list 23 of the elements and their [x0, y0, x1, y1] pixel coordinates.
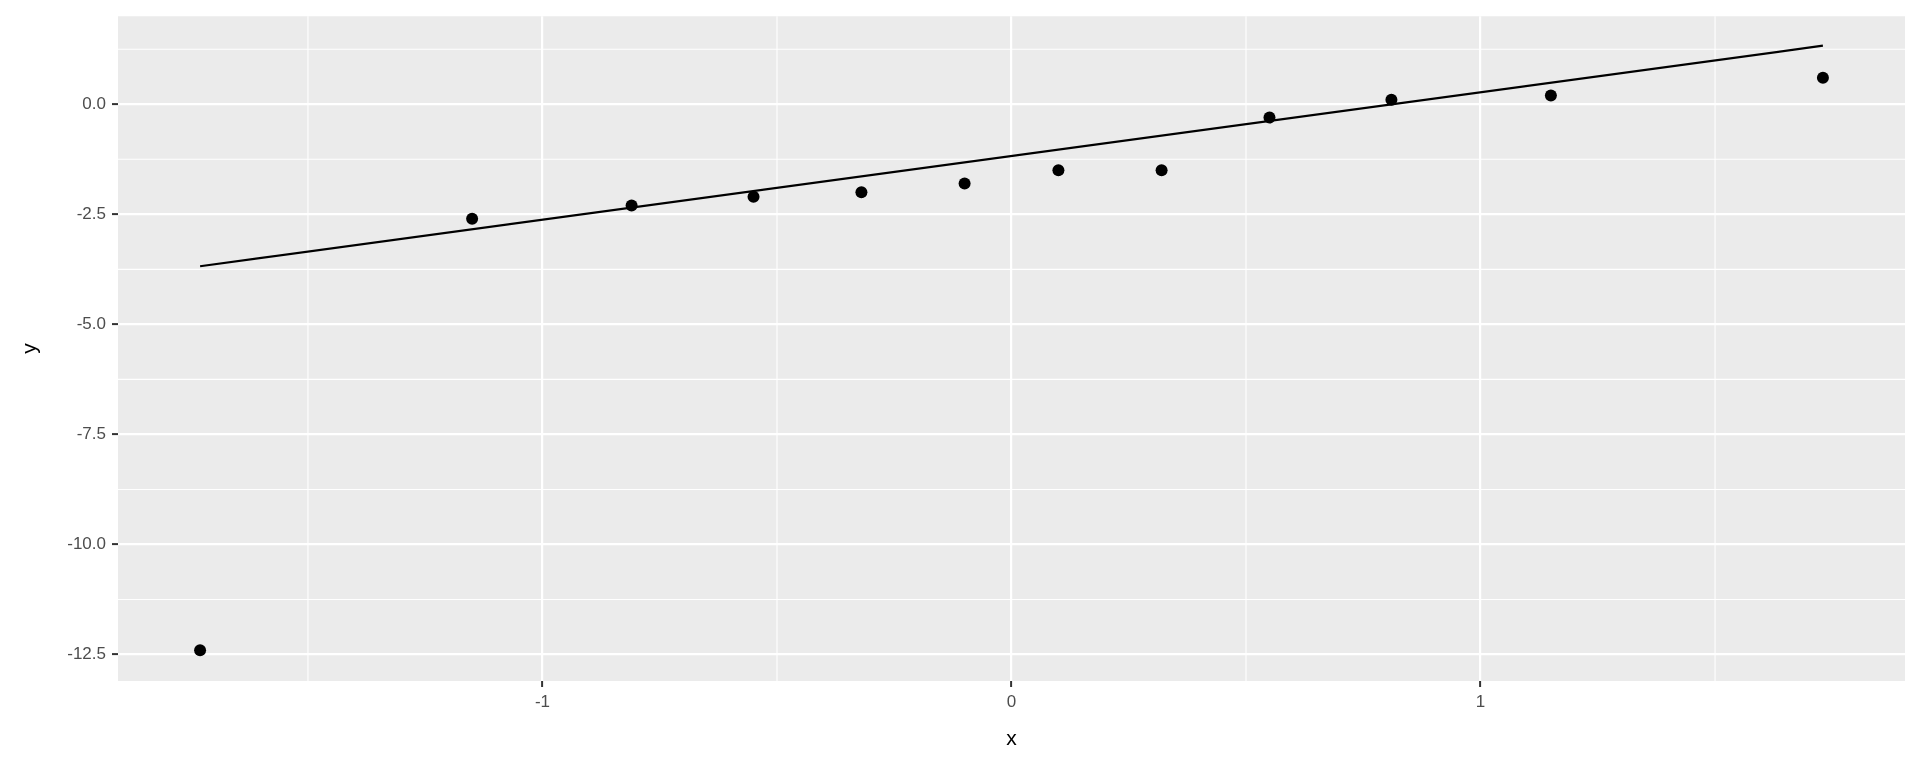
point	[1544, 89, 1557, 102]
point	[747, 190, 760, 203]
x-tick-label: 1	[1475, 691, 1486, 711]
x-axis-title: x	[1006, 726, 1018, 750]
point	[958, 177, 971, 190]
y-tick-label: -7.5	[76, 424, 106, 444]
point	[625, 199, 638, 212]
point	[466, 212, 479, 225]
point	[194, 644, 207, 657]
x-tick-label: -1	[534, 691, 551, 711]
y-tick-label: -2.5	[76, 204, 106, 224]
x-tick-label: 0	[1006, 691, 1017, 711]
y-tick-label: -12.5	[67, 644, 106, 664]
point	[1263, 111, 1276, 124]
point	[1385, 93, 1398, 106]
y-axis-title: y	[17, 342, 41, 354]
y-tick-label: -5.0	[76, 314, 106, 334]
point	[1816, 71, 1829, 84]
y-tick-label: 0.0	[82, 93, 106, 113]
point	[1155, 164, 1168, 177]
y-tick-label: -10.0	[67, 534, 106, 554]
point	[855, 186, 868, 199]
point	[1052, 164, 1065, 177]
